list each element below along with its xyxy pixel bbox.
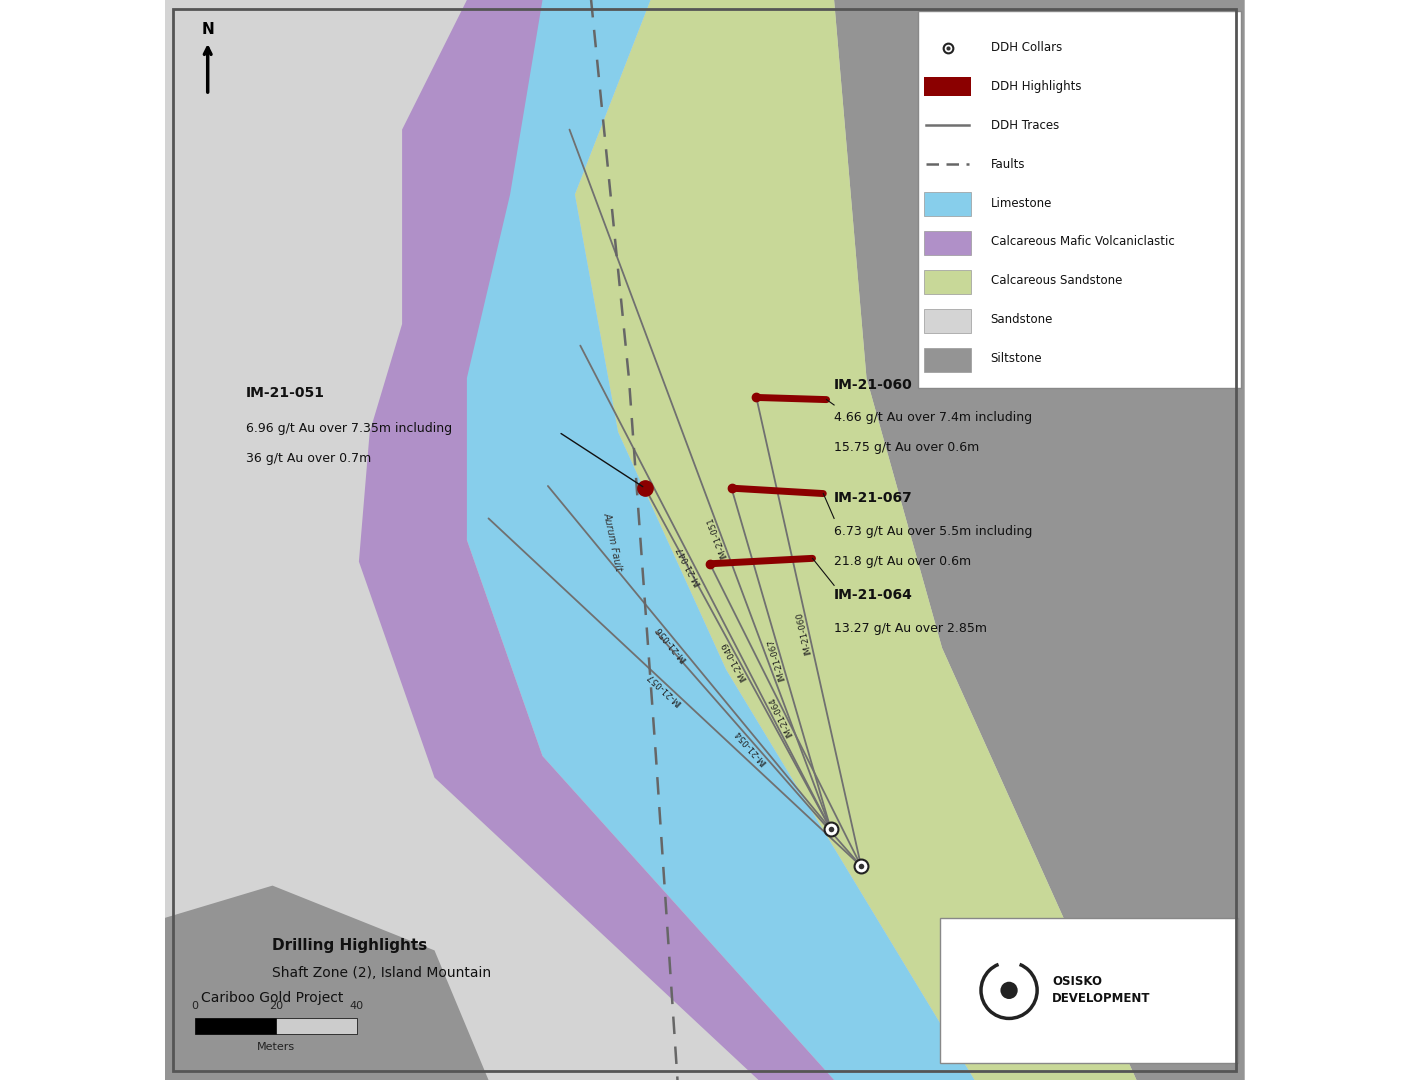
Text: 40: 40	[349, 1001, 364, 1011]
Text: 36 g/t Au over 0.7m: 36 g/t Au over 0.7m	[245, 453, 371, 465]
Bar	[924, 348, 971, 372]
Text: 6.96 g/t Au over 7.35m including: 6.96 g/t Au over 7.35m including	[245, 422, 452, 435]
Text: N: N	[201, 22, 214, 37]
Polygon shape	[834, 0, 1244, 1080]
Text: Calcareous Mafic Volcaniclastic: Calcareous Mafic Volcaniclastic	[991, 235, 1175, 248]
Text: IM-21-054: IM-21-054	[733, 728, 769, 767]
Text: IM-21-051: IM-21-051	[245, 387, 324, 401]
Text: IM-21-067: IM-21-067	[834, 491, 913, 505]
FancyBboxPatch shape	[919, 11, 1241, 388]
Text: IM-21-051: IM-21-051	[704, 515, 728, 559]
Bar	[924, 192, 971, 216]
Polygon shape	[165, 886, 489, 1080]
Text: Aurum Fault: Aurum Fault	[602, 511, 624, 571]
Bar	[276, 1018, 356, 1034]
Text: DDH Highlights: DDH Highlights	[991, 80, 1081, 93]
Text: 13.27 g/t Au over 2.85m: 13.27 g/t Au over 2.85m	[834, 622, 988, 635]
Bar	[194, 1018, 276, 1034]
Text: 4.66 g/t Au over 7.4m including: 4.66 g/t Au over 7.4m including	[834, 411, 1033, 424]
Text: IM-21-047: IM-21-047	[675, 544, 703, 586]
FancyBboxPatch shape	[940, 918, 1239, 1063]
Bar	[924, 231, 971, 255]
Bar	[924, 77, 971, 96]
Text: IM-21-056: IM-21-056	[654, 623, 689, 663]
Text: 15.75 g/t Au over 0.6m: 15.75 g/t Au over 0.6m	[834, 442, 979, 455]
Text: Calcareous Sandstone: Calcareous Sandstone	[991, 274, 1122, 287]
Text: IM-21-049: IM-21-049	[720, 639, 748, 683]
Text: 21.8 g/t Au over 0.6m: 21.8 g/t Au over 0.6m	[834, 555, 971, 568]
Polygon shape	[434, 0, 975, 1080]
Text: 6.73 g/t Au over 5.5m including: 6.73 g/t Au over 5.5m including	[834, 525, 1033, 538]
Text: Limestone: Limestone	[991, 197, 1053, 210]
Circle shape	[1000, 982, 1017, 999]
Text: IM-21-064: IM-21-064	[768, 696, 795, 739]
Polygon shape	[359, 0, 834, 1080]
Text: IM-21-067: IM-21-067	[766, 638, 788, 683]
Text: Shaft Zone (2), Island Mountain: Shaft Zone (2), Island Mountain	[272, 967, 492, 981]
Text: Siltstone: Siltstone	[991, 352, 1043, 365]
Text: DDH Traces: DDH Traces	[991, 119, 1060, 132]
Text: IM-21-064: IM-21-064	[834, 589, 913, 603]
Text: IM-21-060: IM-21-060	[795, 610, 813, 656]
Text: Faults: Faults	[991, 158, 1026, 171]
Text: Sandstone: Sandstone	[991, 313, 1053, 326]
Bar	[924, 270, 971, 294]
Text: Drilling Highlights: Drilling Highlights	[272, 939, 428, 954]
Text: 20: 20	[269, 1001, 283, 1011]
Text: IM-21-060: IM-21-060	[834, 378, 913, 392]
Text: Cariboo Gold Project: Cariboo Gold Project	[201, 991, 344, 1005]
Polygon shape	[575, 0, 1137, 1080]
Text: 0: 0	[192, 1001, 199, 1011]
Text: OSISKO
DEVELOPMENT: OSISKO DEVELOPMENT	[1053, 975, 1151, 1005]
Text: DDH Collars: DDH Collars	[991, 41, 1062, 54]
Text: Meters: Meters	[256, 1042, 294, 1052]
Bar	[924, 309, 971, 333]
Text: IM-21-057: IM-21-057	[645, 671, 683, 706]
